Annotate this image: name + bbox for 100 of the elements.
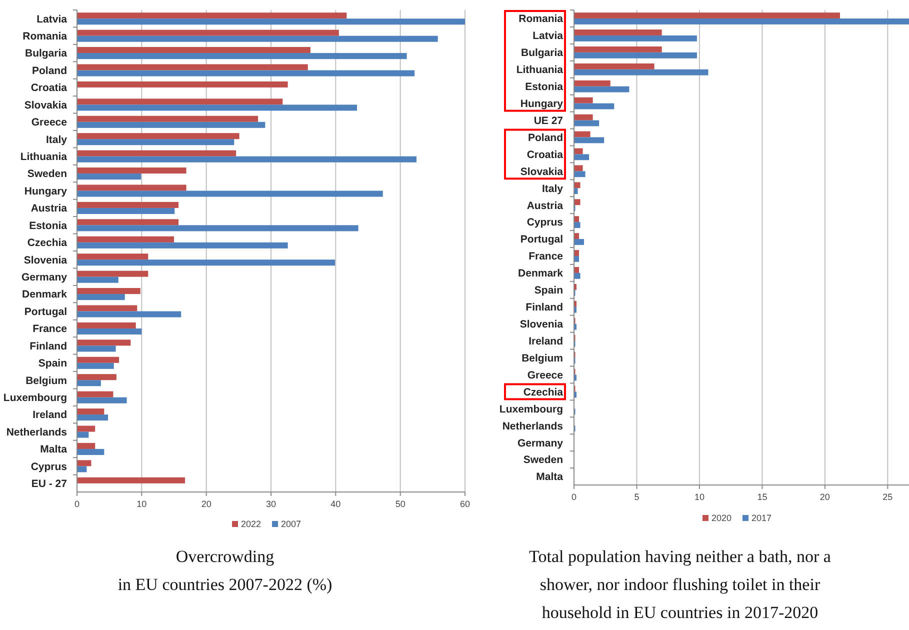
- bar: [77, 47, 310, 54]
- text: Overcrowding in EU countries 2007-2022 (%): [118, 547, 332, 594]
- y-tick-label: Greece: [527, 369, 564, 382]
- bar: [77, 150, 236, 156]
- x-tick-label: 20: [201, 499, 212, 509]
- text: Total population having neither a bath, nor a shower, nor indoor flushing toilet in their household in EU countries in 2017-2020: [529, 547, 832, 622]
- y-tick-label: Netherlands: [502, 420, 564, 432]
- x-tick-label: 30: [266, 499, 276, 509]
- bar: [574, 86, 630, 92]
- y-tick-label: Denmark: [518, 268, 564, 280]
- bar: [77, 12, 347, 19]
- x-tick-label: 60: [460, 499, 470, 509]
- bar: [77, 242, 288, 248]
- bar: [77, 432, 89, 438]
- bar: [77, 414, 108, 421]
- bar: [77, 139, 234, 146]
- bar: [77, 460, 92, 466]
- y-tick-label: Slovenia: [24, 254, 68, 266]
- bar: [77, 202, 179, 208]
- y-tick-label: Austria: [30, 202, 68, 215]
- bar: [77, 236, 174, 242]
- y-tick-label: Luxembourg: [499, 403, 563, 416]
- bar: [77, 36, 438, 42]
- x-tick-label: 50: [395, 499, 406, 509]
- bar: [574, 267, 580, 273]
- bar: [77, 122, 266, 128]
- y-tick-label: Bulgaria: [520, 47, 564, 60]
- y-tick-label: Cyprus: [526, 216, 564, 229]
- bar: [574, 239, 584, 245]
- y-tick-label: Croatia: [526, 148, 564, 161]
- bar: [574, 137, 604, 144]
- bar: [574, 18, 909, 24]
- y-tick-label: France: [32, 323, 68, 336]
- bar: [77, 219, 179, 226]
- bar: [77, 168, 186, 174]
- y-tick-label: Hungary: [520, 98, 564, 110]
- bar: [77, 288, 140, 294]
- bar: [574, 97, 593, 104]
- bar: [77, 184, 186, 191]
- bar: [77, 362, 114, 369]
- bar: [574, 216, 580, 222]
- bar: [77, 254, 148, 260]
- y-tick-label: Spain: [38, 358, 67, 370]
- x-tick-label: 0: [74, 499, 80, 509]
- bar: [77, 448, 104, 455]
- y-tick-label: UE 27: [534, 114, 564, 127]
- bar: [574, 46, 662, 52]
- y-tick-label: Germany: [21, 271, 68, 284]
- y-tick-label: Belgium: [522, 352, 563, 364]
- legend-label: 2022: [241, 519, 262, 529]
- bar: [574, 188, 578, 194]
- y-tick-label: Greece: [31, 116, 68, 129]
- bar: [574, 80, 610, 86]
- x-tick-label: 15: [757, 492, 768, 502]
- bar: [77, 174, 142, 180]
- bar: [77, 294, 125, 300]
- bar: [77, 328, 142, 334]
- bar: [574, 12, 840, 18]
- bar: [574, 131, 590, 138]
- bar: [77, 380, 101, 386]
- bar: [77, 133, 240, 140]
- bar: [574, 52, 697, 58]
- legend-label: 2017: [752, 513, 772, 523]
- bar: [77, 81, 288, 88]
- y-tick-label: Ireland: [32, 409, 67, 422]
- y-tick-label: Malta: [536, 471, 564, 484]
- bar: [574, 63, 654, 70]
- y-tick-label: Czechia: [523, 386, 564, 398]
- x-tick-label: 40: [330, 499, 341, 509]
- bar: [77, 340, 131, 346]
- bar: [77, 397, 127, 404]
- legend-label: 2020: [712, 513, 732, 523]
- y-tick-label: Luxembourg: [3, 392, 67, 404]
- bar: [574, 35, 697, 42]
- y-tick-label: France: [528, 250, 564, 263]
- y-tick-label: Poland: [32, 64, 67, 77]
- y-tick-label: Lithuania: [20, 150, 68, 163]
- y-tick-label: Italy: [46, 134, 68, 146]
- y-tick-label: Portugal: [520, 234, 564, 246]
- x-tick-label: 5: [634, 492, 640, 502]
- y-tick-label: Czechia: [27, 237, 68, 250]
- bar: [574, 250, 580, 256]
- bar: [77, 260, 336, 266]
- y-tick-label: Latvia: [36, 13, 68, 26]
- bar: [77, 30, 339, 36]
- y-tick-label: Latvia: [532, 30, 564, 42]
- bar: [574, 30, 662, 36]
- bar: [574, 103, 614, 110]
- bar: [574, 182, 580, 188]
- bar: [77, 116, 258, 122]
- bar: [77, 374, 116, 380]
- bar: [574, 171, 586, 178]
- y-tick-label: Portugal: [24, 306, 68, 318]
- bar: [77, 104, 358, 111]
- y-tick-label: Estonia: [525, 81, 564, 94]
- x-tick-label: 25: [882, 492, 893, 502]
- bar: [574, 222, 580, 228]
- bar: [574, 272, 580, 279]
- bar: [77, 346, 116, 352]
- y-tick-label: Denmark: [22, 288, 68, 301]
